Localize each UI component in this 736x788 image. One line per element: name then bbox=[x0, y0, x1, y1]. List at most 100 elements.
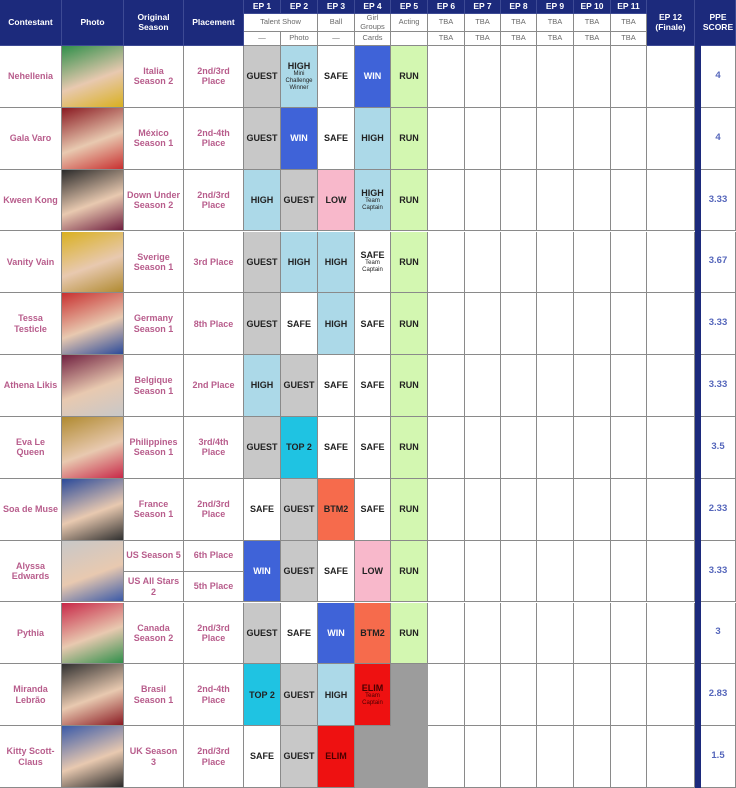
result-text: ELIM bbox=[361, 682, 384, 693]
result-cell bbox=[537, 107, 574, 170]
theme-cell: TBA bbox=[428, 14, 465, 32]
column-header: Placement bbox=[184, 0, 244, 46]
contestant-photo bbox=[62, 293, 124, 356]
result-text: WIN bbox=[290, 133, 308, 144]
episode-label: EP 7 bbox=[473, 0, 492, 11]
result-text: HIGH bbox=[324, 318, 348, 329]
placement: 2nd/3rd Place bbox=[184, 602, 244, 665]
score-cell: 1.5 bbox=[701, 726, 736, 788]
contestant-name: Alyssa Edwards bbox=[0, 540, 62, 603]
result-cell bbox=[537, 540, 574, 603]
season-text: US All Stars 2 bbox=[127, 576, 180, 597]
result-text: SAFE bbox=[286, 318, 311, 329]
result-cell bbox=[537, 169, 574, 232]
episode-label: EP 3 bbox=[326, 0, 346, 11]
result-cell bbox=[611, 293, 647, 356]
column-header: Original Season bbox=[124, 0, 184, 46]
result-cell: GUEST bbox=[244, 46, 281, 108]
placement: 2nd Place bbox=[184, 355, 244, 417]
result-cell: SAFE bbox=[318, 107, 355, 170]
contestant-photo bbox=[62, 417, 124, 479]
episode-label: EP 6 bbox=[436, 0, 456, 11]
result-text: GUEST bbox=[283, 689, 315, 700]
result-text: GUEST bbox=[246, 133, 278, 144]
original-season: México Season 1 bbox=[124, 107, 184, 170]
contestant-name: Vanity Vain bbox=[0, 231, 62, 294]
placement-text: 2nd-4th Place bbox=[197, 684, 230, 705]
result-cell bbox=[611, 169, 647, 232]
result-cell bbox=[611, 664, 647, 727]
season-text: UK Season 3 bbox=[129, 746, 178, 767]
result-text: HIGH bbox=[361, 188, 384, 198]
original-season: Italia Season 2 bbox=[124, 46, 184, 108]
result-cell: SAFE bbox=[281, 602, 318, 665]
result-cell: GUEST bbox=[281, 478, 318, 541]
result-cell bbox=[611, 540, 647, 603]
contestant-photo bbox=[62, 231, 124, 294]
placement-text: 2nd Place bbox=[192, 380, 235, 391]
result-cell bbox=[465, 107, 501, 170]
contestant-photo bbox=[62, 726, 124, 788]
theme-text: TBA bbox=[547, 17, 563, 27]
subtheme-text: TBA bbox=[547, 33, 563, 43]
result-text: HIGH bbox=[250, 380, 274, 391]
result-cell: WIN bbox=[244, 540, 281, 603]
subtheme-cell: TBA bbox=[428, 32, 465, 46]
episode-header: EP 5 bbox=[391, 0, 428, 14]
placement: 2nd-4th Place bbox=[184, 107, 244, 170]
result-cell bbox=[537, 293, 574, 356]
name-text: Alyssa Edwards bbox=[11, 560, 50, 582]
theme-text: Talent Show bbox=[260, 17, 301, 27]
score-cell: 2.33 bbox=[701, 478, 736, 541]
result-text: SAFE bbox=[323, 565, 348, 576]
result-cell: GUEST bbox=[281, 355, 318, 417]
result-text: GUEST bbox=[246, 442, 278, 453]
placement: 2nd/3rd Place bbox=[184, 46, 244, 108]
score-cell: 3.33 bbox=[701, 355, 736, 417]
original-season: France Season 1 bbox=[124, 478, 184, 541]
result-cell: HIGH bbox=[318, 231, 355, 294]
result-text: SAFE bbox=[249, 504, 274, 515]
placement: 8th Place bbox=[184, 293, 244, 356]
result-text: GUEST bbox=[283, 504, 315, 515]
episode-label: EP 4 bbox=[363, 0, 382, 11]
season-text: Italia Season 2 bbox=[133, 66, 174, 87]
theme-text: Acting bbox=[398, 17, 420, 27]
placement-text: 2nd/3rd Place bbox=[197, 746, 230, 767]
contestant-name: Kitty Scott-Claus bbox=[0, 726, 62, 788]
result-cell: BTM2 bbox=[355, 602, 391, 665]
result-cell: RUN bbox=[391, 107, 428, 170]
finale-cell bbox=[647, 107, 695, 170]
result-cell bbox=[465, 169, 501, 232]
placement: 2nd/3rd Place bbox=[184, 726, 244, 788]
result-cell: LOW bbox=[355, 540, 391, 603]
result-cell bbox=[428, 355, 465, 417]
result-cell bbox=[428, 664, 465, 727]
result-cell: GUEST bbox=[281, 726, 318, 788]
theme-cell: TBA bbox=[537, 14, 574, 32]
theme-cell: TBA bbox=[611, 14, 647, 32]
result-cell bbox=[574, 231, 611, 294]
result-text: SAFE bbox=[360, 380, 385, 391]
result-cell bbox=[574, 540, 611, 603]
result-text: WIN bbox=[327, 627, 345, 638]
result-cell bbox=[428, 46, 465, 108]
result-text: RUN bbox=[399, 71, 419, 82]
result-text: TOP 2 bbox=[249, 689, 275, 700]
name-text: Eva Le Queen bbox=[15, 437, 46, 458]
result-text: RUN bbox=[399, 256, 419, 267]
score-text: 4 bbox=[715, 69, 721, 81]
result-cell: GUEST bbox=[244, 231, 281, 294]
result-cell bbox=[428, 169, 465, 232]
finale-cell bbox=[647, 169, 695, 232]
score-cell: 3.5 bbox=[701, 417, 736, 479]
result-cell bbox=[611, 46, 647, 108]
result-cell bbox=[501, 478, 537, 541]
finale-cell bbox=[647, 355, 695, 417]
result-cell: GUEST bbox=[244, 417, 281, 479]
result-text: RUN bbox=[399, 442, 419, 453]
contestant-name: Kween Kong bbox=[0, 169, 62, 232]
finale-cell bbox=[647, 231, 695, 294]
result-note: Team Captain bbox=[362, 693, 383, 706]
season-text: México Season 1 bbox=[133, 127, 174, 149]
